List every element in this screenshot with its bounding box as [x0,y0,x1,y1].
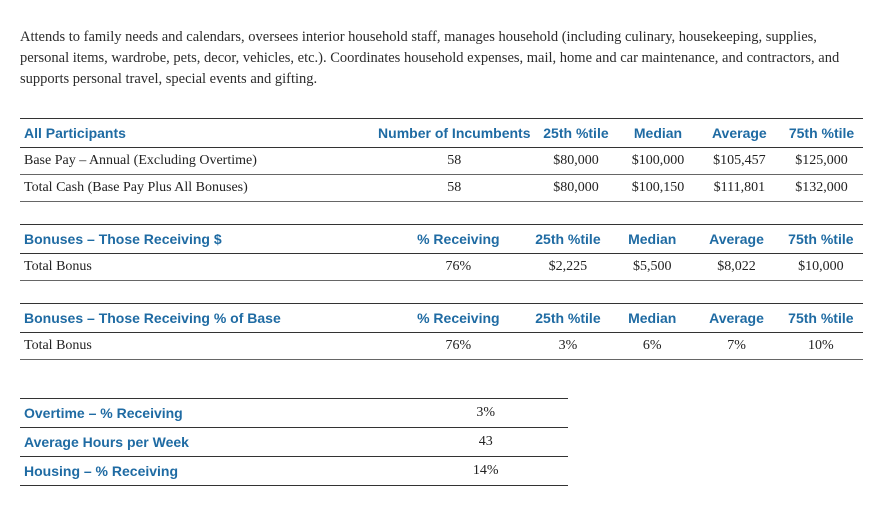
table-bonuses-dollars: Bonuses – Those Receiving $ % Receiving … [20,224,863,281]
cell-value: $80,000 [535,147,618,174]
cell-value: $2,225 [526,253,610,280]
cell-value: $100,000 [617,147,698,174]
cell-value: $105,457 [699,147,781,174]
cell-value: $10,000 [779,253,863,280]
summary-label: Overtime – % Receiving [20,398,404,427]
row-label: Total Bonus [20,332,391,359]
col-header: Bonuses – Those Receiving % of Base [20,303,391,332]
col-header: Average [694,224,778,253]
row-label: Total Bonus [20,253,391,280]
cell-value: $5,500 [610,253,694,280]
summary-value: 14% [404,456,568,485]
cell-value: $111,801 [699,174,781,201]
table-all-participants: All Participants Number of Incumbents 25… [20,118,863,202]
table-bonuses-percent: Bonuses – Those Receiving % of Base % Re… [20,303,863,360]
col-header: Median [617,118,698,147]
table-row: Base Pay – Annual (Excluding Overtime) 5… [20,147,863,174]
cell-value: 7% [694,332,778,359]
col-header: Bonuses – Those Receiving $ [20,224,391,253]
col-header: Average [694,303,778,332]
cell-value: $80,000 [535,174,618,201]
col-header: Median [610,303,694,332]
summary-label: Housing – % Receiving [20,456,404,485]
row-label: Total Cash (Base Pay Plus All Bonuses) [20,174,374,201]
cell-value: $125,000 [780,147,863,174]
cell-value: 3% [526,332,610,359]
summary-value: 3% [404,398,568,427]
col-header: Median [610,224,694,253]
col-header: 75th %tile [780,118,863,147]
cell-value: $100,150 [617,174,698,201]
col-header: % Receiving [391,224,526,253]
table-row: Total Cash (Base Pay Plus All Bonuses) 5… [20,174,863,201]
col-header: Number of Incumbents [374,118,534,147]
cell-value: $8,022 [694,253,778,280]
table-summary: Overtime – % Receiving 3% Average Hours … [20,398,568,486]
table-header-row: All Participants Number of Incumbents 25… [20,118,863,147]
cell-value: 6% [610,332,694,359]
cell-value: 76% [391,253,526,280]
cell-value: $132,000 [780,174,863,201]
table-row: Total Bonus 76% 3% 6% 7% 10% [20,332,863,359]
summary-label: Average Hours per Week [20,427,404,456]
col-header: 25th %tile [535,118,618,147]
col-header: 25th %tile [526,303,610,332]
col-header: % Receiving [391,303,526,332]
table-row: Average Hours per Week 43 [20,427,568,456]
table-row: Total Bonus 76% $2,225 $5,500 $8,022 $10… [20,253,863,280]
table-header-row: Bonuses – Those Receiving $ % Receiving … [20,224,863,253]
cell-value: 58 [374,174,534,201]
col-header: All Participants [20,118,374,147]
col-header: 75th %tile [779,224,863,253]
table-row: Housing – % Receiving 14% [20,456,568,485]
col-header: 75th %tile [779,303,863,332]
col-header: 25th %tile [526,224,610,253]
cell-value: 58 [374,147,534,174]
summary-value: 43 [404,427,568,456]
table-header-row: Bonuses – Those Receiving % of Base % Re… [20,303,863,332]
table-row: Overtime – % Receiving 3% [20,398,568,427]
cell-value: 76% [391,332,526,359]
job-description: Attends to family needs and calendars, o… [20,27,863,90]
row-label: Base Pay – Annual (Excluding Overtime) [20,147,374,174]
cell-value: 10% [779,332,863,359]
col-header: Average [699,118,781,147]
